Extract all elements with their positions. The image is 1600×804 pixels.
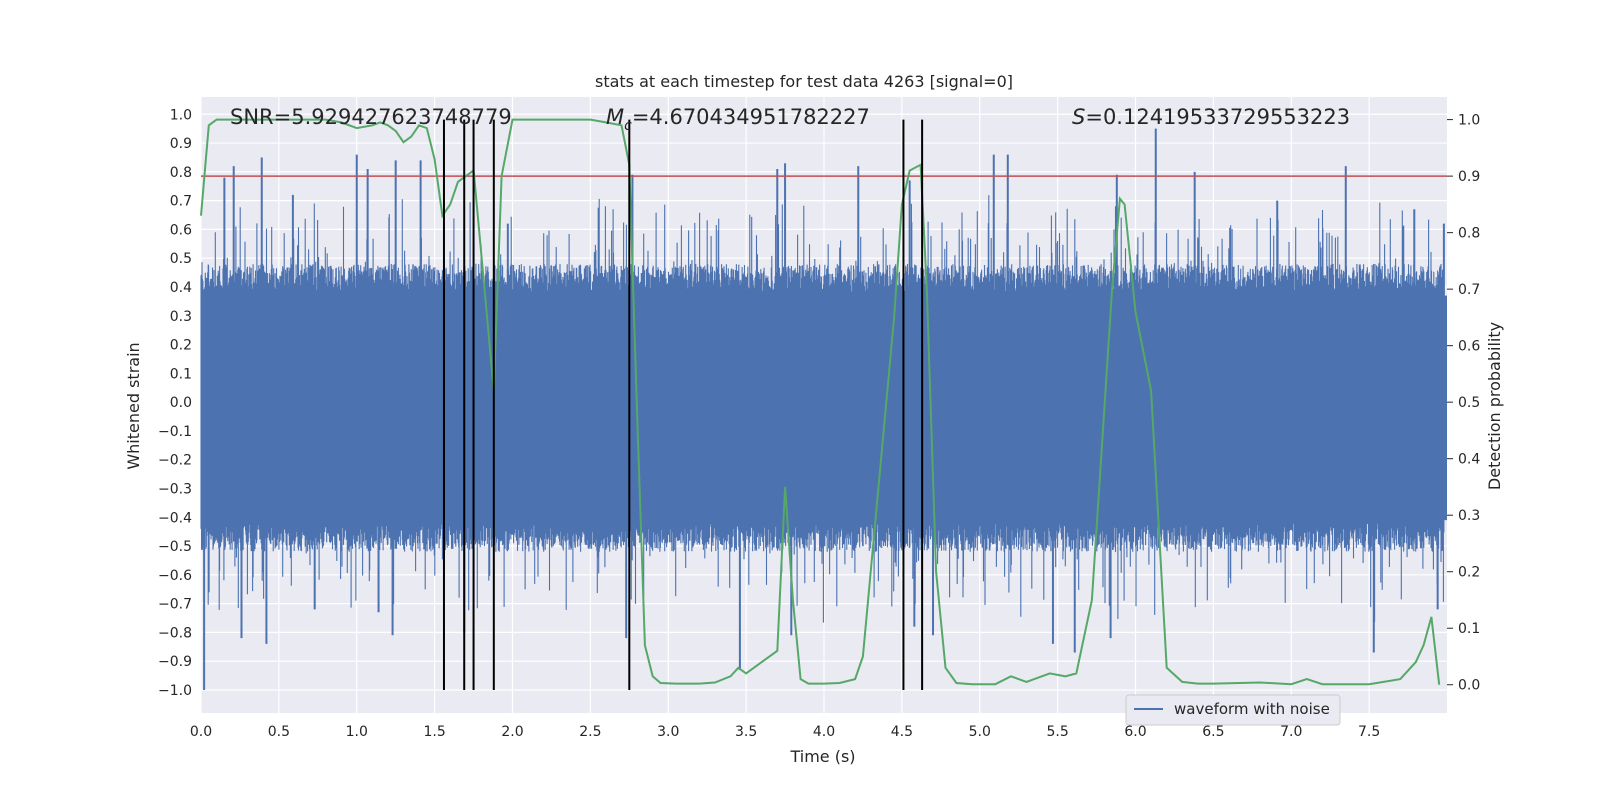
x-tick-label: 2.5 <box>579 724 601 740</box>
y-left-tick-label: 0.9 <box>170 136 192 152</box>
y-left-tick-label: −1.0 <box>158 683 192 699</box>
x-tick-label: 4.0 <box>813 724 835 740</box>
x-tick-label: 1.5 <box>423 724 445 740</box>
probability-series <box>200 118 1441 686</box>
x-tick-label: 0.5 <box>268 724 290 740</box>
event-lines <box>442 119 924 690</box>
s-annotation: S=0.12419533729553223 <box>1072 105 1350 129</box>
y-right-tick-label: 0.0 <box>1458 678 1480 694</box>
snr-annotation: SNR=5.929427623748779 <box>230 105 512 129</box>
y-left-tick-label: 0.2 <box>170 338 192 354</box>
x-tick-label: 7.0 <box>1280 724 1302 740</box>
y-right-tick-label: 0.3 <box>1458 508 1480 524</box>
legend-box <box>1125 694 1341 726</box>
strain-series <box>200 128 1447 690</box>
chart-title: stats at each timestep for test data 426… <box>595 72 1013 91</box>
y-left-tick-label: 0.5 <box>170 251 192 267</box>
y-right-tick-label: 0.6 <box>1458 339 1480 355</box>
y-left-tick-label: 0.3 <box>170 309 192 325</box>
y-left-tick-label: 0.4 <box>170 280 192 296</box>
legend: waveform with noise <box>1125 694 1341 726</box>
x-tick-label: 5.5 <box>1046 724 1068 740</box>
y-left-tick-label: −0.1 <box>158 424 192 440</box>
strain-core-band <box>201 295 1447 521</box>
y-right-tick-label: 0.1 <box>1458 621 1480 637</box>
probability-line <box>200 118 1441 686</box>
x-tick-label: 2.0 <box>501 724 523 740</box>
legend-label-waveform: waveform with noise <box>1174 700 1330 718</box>
y-right-tick-label: 0.9 <box>1458 169 1480 185</box>
chirp-mass-symbol: M <box>606 105 624 129</box>
y-left-tick-label: −0.4 <box>158 510 192 526</box>
y-left-tick-label: −0.7 <box>158 597 192 613</box>
y-axis-left-label: Whitened strain <box>124 342 143 469</box>
x-tick-label: 3.0 <box>657 724 679 740</box>
y-right-tick-label: 0.7 <box>1458 282 1480 298</box>
x-axis-label: Time (s) <box>789 747 855 766</box>
y-left-tick-label: 0.0 <box>170 395 192 411</box>
s-value: =0.12419533729553223 <box>1085 105 1350 129</box>
y-left-tick-label: −0.3 <box>158 481 192 497</box>
y-right-tick-label: 0.4 <box>1458 452 1480 468</box>
y-left-tick-label: 1.0 <box>170 107 192 123</box>
y-left-tick-label: −0.5 <box>158 539 192 555</box>
y-left-tick-label: 0.6 <box>170 222 192 238</box>
x-tick-label: 6.5 <box>1202 724 1224 740</box>
y-left-tick-label: 0.8 <box>170 165 192 181</box>
y-right-tick-label: 0.8 <box>1458 226 1480 242</box>
y-left-tick-label: 0.1 <box>170 366 192 382</box>
x-tick-label: 5.0 <box>969 724 991 740</box>
y-left-tick-label: 0.7 <box>170 194 192 210</box>
chirp-mass-subscript: c <box>624 118 632 134</box>
x-tick-label: 0.0 <box>190 724 212 740</box>
y-left-tick-label: −0.2 <box>158 453 192 469</box>
y-left-tick-label: −0.9 <box>158 654 192 670</box>
x-tick-label: 1.0 <box>346 724 368 740</box>
x-tick-label: 3.5 <box>735 724 757 740</box>
y-axis-right-label: Detection probability <box>1485 322 1504 490</box>
x-tick-label: 6.0 <box>1124 724 1146 740</box>
x-tick-label: 4.5 <box>891 724 913 740</box>
chirp-mass-annotation: Mc=4.670434951782227 <box>606 105 870 134</box>
y-right-tick-label: 1.0 <box>1458 113 1480 129</box>
s-symbol: S <box>1072 105 1085 129</box>
y-left-tick-label: −0.6 <box>158 568 192 584</box>
y-left-tick-label: −0.8 <box>158 625 192 641</box>
axes-layer: 0.0 0.5 1.0 1.5 2.0 2.5 3.0 3.5 4.0 4.5 5.0 5.5 6.0 6… <box>158 107 1480 740</box>
y-right-tick-label: 0.5 <box>1458 395 1480 411</box>
chirp-mass-value: =4.670434951782227 <box>632 105 870 129</box>
x-tick-label: 7.5 <box>1358 724 1380 740</box>
y-right-tick-label: 0.2 <box>1458 565 1480 581</box>
